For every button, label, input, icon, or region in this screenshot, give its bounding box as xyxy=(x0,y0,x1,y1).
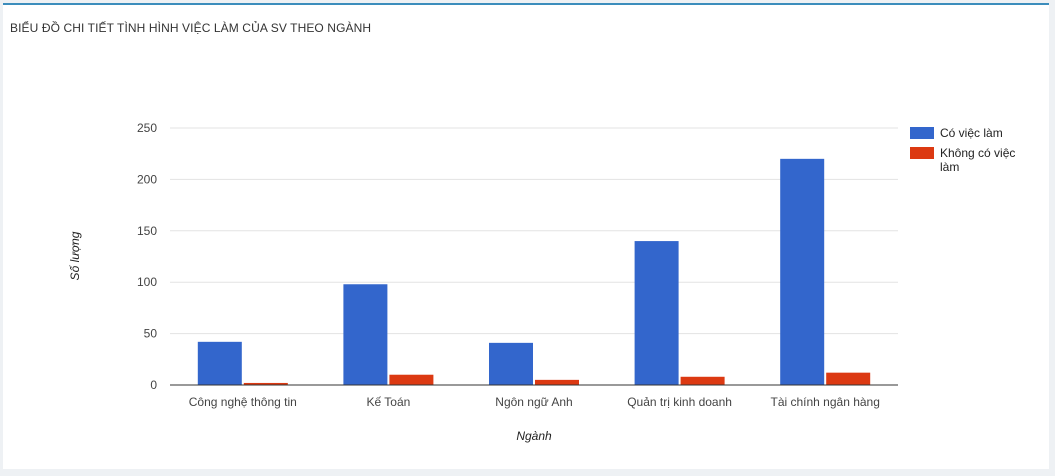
legend-swatch xyxy=(910,147,934,159)
x-tick-label: Kế Toán xyxy=(366,395,410,409)
y-tick-label: 200 xyxy=(137,172,157,186)
x-axis-title: Ngành xyxy=(516,429,552,443)
bar-unemployed[interactable] xyxy=(389,374,434,385)
bar-unemployed[interactable] xyxy=(535,379,579,385)
y-tick-label: 250 xyxy=(137,121,157,135)
gridlines xyxy=(170,127,898,335)
x-tick-label: Ngôn ngữ Anh xyxy=(495,395,572,409)
chart-panel: BIỂU ĐỒ CHI TIẾT TÌNH HÌNH VIỆC LÀM CỦA … xyxy=(3,3,1049,469)
bar-employed[interactable] xyxy=(634,241,679,385)
legend: Có việc làm Không có việc làm xyxy=(910,126,1015,174)
y-tick-label: 50 xyxy=(144,327,158,341)
legend-swatch xyxy=(910,127,934,139)
y-tick-label: 0 xyxy=(150,378,157,392)
y-tick-labels: 0 50 100 150 200 250 xyxy=(137,121,157,392)
x-tick-labels: Công nghệ thông tin Kế Toán Ngôn ngữ Anh Qu… xyxy=(189,395,880,409)
bar-unemployed[interactable] xyxy=(243,382,288,385)
bar-employed[interactable] xyxy=(343,284,388,385)
legend-label: Có việc làm xyxy=(940,126,1003,140)
y-tick-label: 150 xyxy=(137,224,157,238)
panel-title: BIỂU ĐỒ CHI TIẾT TÌNH HÌNH VIỆC LÀM CỦA … xyxy=(10,21,372,35)
bar-unemployed[interactable] xyxy=(680,376,725,385)
bar-employed[interactable] xyxy=(197,341,242,385)
x-tick-label: Công nghệ thông tin xyxy=(189,395,297,409)
legend-label: Không có việc làm xyxy=(940,146,1015,174)
y-tick-label: 100 xyxy=(137,275,157,289)
bar-employed[interactable] xyxy=(489,342,533,385)
x-tick-label: Tài chính ngân hàng xyxy=(770,395,879,409)
bar-employed[interactable] xyxy=(780,158,825,385)
x-tick-label: Quản trị kinh doanh xyxy=(627,395,732,409)
bars xyxy=(197,158,871,385)
bar-unemployed[interactable] xyxy=(826,372,871,385)
y-axis-title: Số lượng xyxy=(68,231,82,280)
